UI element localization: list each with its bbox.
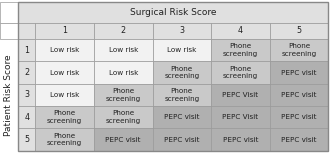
Bar	[18, 39, 35, 61]
Bar	[94, 23, 152, 39]
Text: Phone
screening: Phone screening	[223, 66, 258, 79]
Text: Low risk: Low risk	[109, 47, 138, 53]
Text: Low risk: Low risk	[167, 47, 197, 53]
Text: 4: 4	[238, 26, 243, 35]
Bar	[211, 61, 270, 84]
Bar	[152, 84, 211, 106]
Bar	[35, 128, 94, 151]
Bar	[270, 128, 328, 151]
Bar	[211, 39, 270, 61]
Text: Phone
screening: Phone screening	[106, 88, 141, 102]
Text: PEPC Visit: PEPC Visit	[222, 92, 258, 98]
Bar	[94, 61, 152, 84]
Text: PEPC visit: PEPC visit	[281, 92, 317, 98]
Text: Phone
screening: Phone screening	[164, 88, 199, 102]
Text: 3: 3	[179, 26, 184, 35]
Bar	[94, 84, 152, 106]
Bar	[18, 128, 35, 151]
Text: PEPC visit: PEPC visit	[164, 136, 200, 143]
Text: PEPC visit: PEPC visit	[223, 136, 258, 143]
Text: PEPC visit: PEPC visit	[281, 136, 317, 143]
Bar	[18, 61, 35, 84]
Text: PEPC visit: PEPC visit	[281, 69, 317, 76]
Bar	[94, 106, 152, 128]
Text: PEPC visit: PEPC visit	[164, 114, 200, 120]
Text: Phone
screening: Phone screening	[106, 110, 141, 124]
Bar	[211, 128, 270, 151]
Text: Phone
screening: Phone screening	[164, 66, 199, 79]
Text: 1: 1	[24, 46, 29, 55]
Bar	[35, 106, 94, 128]
Bar	[94, 128, 152, 151]
Text: 5: 5	[24, 135, 29, 144]
Bar	[270, 61, 328, 84]
Bar	[18, 23, 35, 39]
Bar	[270, 84, 328, 106]
Bar	[211, 106, 270, 128]
Text: Low risk: Low risk	[50, 92, 79, 98]
Bar	[211, 23, 270, 39]
Text: 3: 3	[24, 90, 29, 99]
Text: Low risk: Low risk	[109, 69, 138, 76]
Text: Phone
screening: Phone screening	[223, 43, 258, 57]
Bar	[152, 61, 211, 84]
Bar	[0, 23, 18, 39]
Bar	[18, 106, 35, 128]
Bar	[18, 2, 328, 23]
Bar	[270, 106, 328, 128]
Bar	[0, 2, 18, 23]
Bar	[35, 61, 94, 84]
Text: 4: 4	[24, 113, 29, 122]
Text: Phone
screening: Phone screening	[281, 43, 317, 57]
Text: Patient Risk Score: Patient Risk Score	[4, 54, 13, 136]
Text: 2: 2	[121, 26, 126, 35]
Text: Surgical Risk Score: Surgical Risk Score	[130, 8, 216, 17]
Bar	[270, 23, 328, 39]
Bar	[152, 128, 211, 151]
Bar	[152, 106, 211, 128]
Text: Low risk: Low risk	[50, 47, 79, 53]
Bar	[211, 84, 270, 106]
Text: Low risk: Low risk	[50, 69, 79, 76]
Text: Phone
screening: Phone screening	[47, 110, 82, 124]
Bar	[18, 84, 35, 106]
Bar	[94, 39, 152, 61]
Text: PEPC visit: PEPC visit	[281, 114, 317, 120]
Bar	[152, 39, 211, 61]
Text: PEPC visit: PEPC visit	[106, 136, 141, 143]
Text: 2: 2	[24, 68, 29, 77]
Bar	[152, 23, 211, 39]
Text: 5: 5	[296, 26, 302, 35]
Bar	[35, 23, 94, 39]
Text: 1: 1	[62, 26, 67, 35]
Bar	[35, 39, 94, 61]
Bar	[270, 39, 328, 61]
Text: Phone
screening: Phone screening	[47, 133, 82, 146]
Bar	[35, 84, 94, 106]
Text: PEPC Visit: PEPC Visit	[222, 114, 258, 120]
